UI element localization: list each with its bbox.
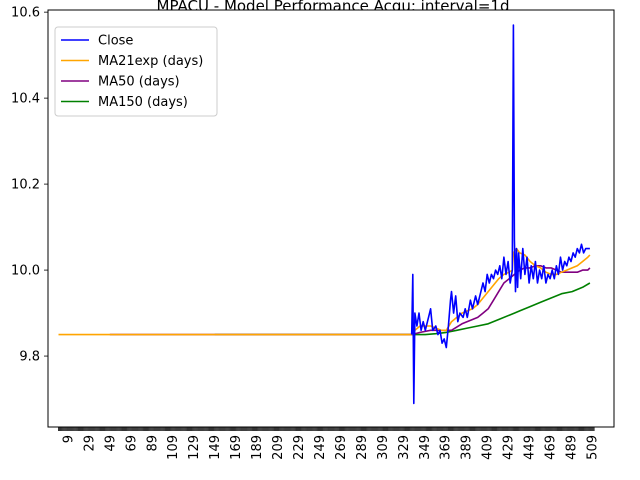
x-tick-label: 329 (397, 435, 412, 460)
x-tick-label: 409 (481, 435, 496, 460)
x-tick-label: 29 (82, 435, 97, 452)
series-line-close (410, 24, 590, 405)
x-tick-label: 289 (355, 435, 370, 460)
y-tick-label: 10.0 (11, 264, 40, 279)
y-tick-label: 10.6 (11, 6, 40, 21)
y-tick-label: 9.8 (19, 350, 40, 365)
x-tick-label: 309 (376, 435, 391, 460)
x-tick-label: 349 (418, 435, 433, 460)
legend-label: MA21exp (days) (98, 54, 203, 69)
x-tick-label: 149 (208, 435, 223, 460)
x-tick-label: 129 (187, 435, 202, 460)
x-tick-label: 429 (502, 435, 517, 460)
legend-box (54, 26, 218, 117)
x-tick-label: 69 (124, 435, 139, 452)
x-tick-label: 389 (460, 435, 475, 460)
x-tick-label: 269 (334, 435, 349, 460)
x-tick-label: 229 (292, 435, 307, 460)
series-line-ma150-days (214, 282, 591, 336)
x-tick-label: 109 (166, 435, 181, 460)
y-axis: 9.8 10.0 10.2 10.4 10.6 (11, 6, 48, 365)
x-tick-label: 9 (61, 435, 76, 443)
x-tick-label: 369 (439, 435, 454, 460)
y-tick-label: 10.4 (11, 92, 40, 107)
legend-label: MA50 (days) (98, 75, 180, 90)
x-tick-label: 89 (145, 435, 160, 452)
x-tick-label: 169 (229, 435, 244, 460)
x-tick-label: 509 (585, 435, 600, 460)
y-tick-label: 10.2 (11, 178, 40, 193)
x-tick-label: 449 (523, 435, 538, 460)
series-layer (58, 24, 591, 405)
legend-label: Close (98, 34, 133, 49)
x-tick-label: 489 (565, 435, 580, 460)
legend: Close MA21exp (days) MA50 (days) MA150 (day… (54, 26, 218, 117)
legend-label: MA150 (days) (98, 95, 188, 110)
x-tick-label: 469 (544, 435, 559, 460)
x-tick-label: 189 (250, 435, 265, 460)
x-tick-label: 49 (103, 435, 118, 452)
x-tick-label: 249 (313, 435, 328, 460)
x-tick-label: 209 (271, 435, 286, 460)
x-axis: 9 29 49 69 89 109 129 149 169 189 209 229 249 269 289 3… (58, 427, 600, 460)
